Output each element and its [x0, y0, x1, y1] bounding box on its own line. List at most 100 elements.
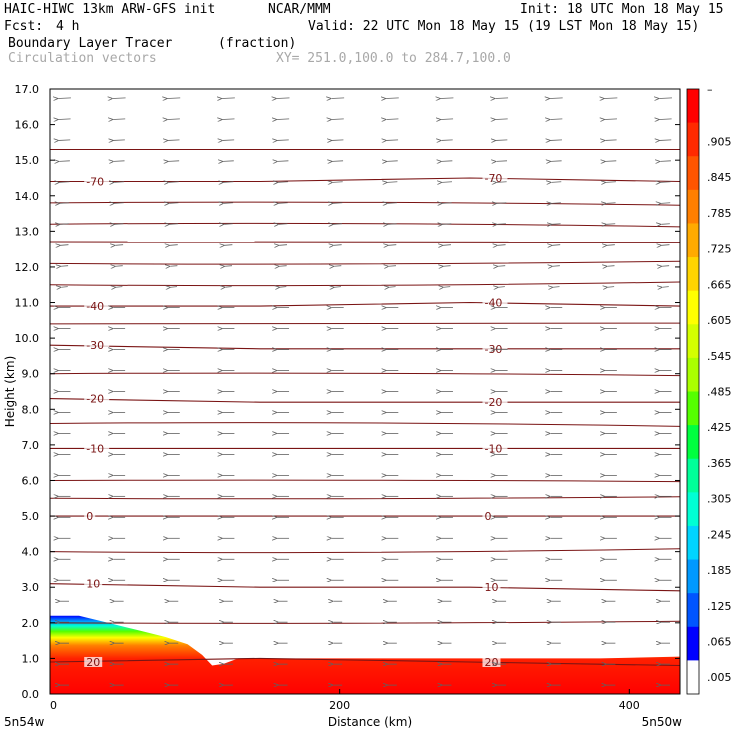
- colorbar-segment: [687, 559, 699, 594]
- colorbar-segment: [687, 156, 699, 191]
- vector-arrow: [59, 161, 70, 162]
- contour-label: 20: [86, 656, 100, 669]
- vector-arrow: [115, 245, 124, 246]
- xy-label: XY= 251.0,100.0 to 284.7,100.0: [276, 51, 511, 66]
- contour-label-bg: [84, 511, 96, 522]
- colorbar-label: .005: [707, 671, 732, 684]
- colorbar-label: .905: [707, 136, 732, 149]
- contour-line: [49, 241, 681, 243]
- contour-line: [49, 620, 681, 624]
- vector-arrow: [660, 182, 671, 183]
- y-tick-label: 15.0: [15, 154, 40, 167]
- colorbar-label: .545: [707, 350, 732, 363]
- vector-arrow: [388, 224, 397, 225]
- vector-arrow: [498, 266, 506, 267]
- vector-arrow: [496, 140, 508, 141]
- vector-arrow: [442, 203, 452, 204]
- colorbar-label: –: [707, 83, 713, 96]
- contour-label: -70: [86, 176, 104, 189]
- colorbar-segment: [687, 357, 699, 392]
- tracer-region: [50, 615, 680, 694]
- vector-label: Circulation vectors: [8, 51, 157, 66]
- x-tick-label: 200: [329, 699, 350, 712]
- colorbar-label: .245: [707, 528, 732, 541]
- vector-arrow: [551, 161, 562, 162]
- vector-arrow: [389, 266, 396, 267]
- colorbar-segment: [687, 660, 699, 695]
- vector-arrow: [334, 266, 342, 267]
- contour-label: -30: [86, 339, 104, 352]
- vector-arrow: [606, 203, 616, 204]
- header-fcst-value: 4 h: [56, 19, 80, 34]
- vector-arrow: [442, 182, 453, 183]
- y-tick-label: 8.0: [22, 403, 40, 416]
- contour-label-bg: [84, 443, 110, 454]
- header-fcst-label: Fcst:: [4, 19, 44, 34]
- contour-line: [49, 496, 681, 500]
- vector-arrow: [169, 224, 179, 225]
- vector-arrow: [113, 98, 126, 99]
- y-tick-label: 13.0: [15, 225, 40, 238]
- vector-arrow: [170, 287, 178, 288]
- vector-arrow: [498, 245, 506, 246]
- vector-arrow: [553, 266, 560, 267]
- contour-line: [49, 372, 681, 377]
- vector-arrow: [168, 161, 180, 162]
- contour-label-bg: [84, 656, 103, 667]
- field-units: (fraction): [218, 36, 297, 51]
- vector-arrow: [552, 245, 561, 246]
- vector-arrow: [388, 245, 397, 246]
- vector-arrow: [333, 203, 343, 204]
- vector-arrow: [332, 140, 344, 141]
- vector-arrow: [222, 119, 235, 120]
- contour-label-bg: [84, 340, 110, 351]
- vector-arrow: [441, 140, 453, 141]
- vector-arrow: [605, 161, 617, 162]
- contour-line: [49, 260, 681, 265]
- y-tick-label: 12.0: [15, 261, 40, 274]
- vector-arrow: [662, 266, 670, 267]
- colorbar-label: .785: [707, 207, 732, 220]
- contour-line: [49, 222, 681, 228]
- vector-arrow: [223, 182, 234, 183]
- vector-arrow: [659, 98, 672, 99]
- y-tick-label: 17.0: [15, 83, 40, 96]
- contour-label-bg: [482, 397, 508, 408]
- vector-arrow: [387, 182, 398, 183]
- vector-arrow: [497, 203, 507, 204]
- vector-arrow: [225, 287, 232, 288]
- vector-arrow: [496, 119, 508, 120]
- vector-arrow: [443, 245, 451, 246]
- vector-arrow: [114, 161, 125, 162]
- vector-arrow: [61, 287, 68, 288]
- contour-label: 10: [86, 578, 100, 591]
- colorbar-segment: [687, 223, 699, 258]
- contour-label: 10: [484, 581, 498, 594]
- y-axis-label: Height (km): [3, 356, 17, 427]
- contour--40: [50, 301, 681, 307]
- contour-label: 20: [484, 656, 498, 669]
- contour-label: -20: [86, 393, 104, 406]
- y-tick-label: 11.0: [15, 297, 40, 310]
- contour-line: [49, 281, 681, 287]
- contour-label-bg: [482, 443, 508, 454]
- contour-label-bg: [84, 301, 110, 312]
- header-valid: Valid: 22 UTC Mon 18 May 15 (19 LST Mon …: [308, 19, 700, 34]
- colorbar: – .905 .845 .785 .725 .665 .605 .545 .485 .425 .36…: [686, 83, 732, 695]
- vector-arrow: [496, 161, 508, 162]
- vector-arrow: [333, 182, 343, 183]
- circulation-vectors: [58, 98, 672, 685]
- colorbar-segment: [687, 324, 699, 359]
- colorbar-segment: [687, 89, 699, 124]
- header-init: Init: 18 UTC Mon 18 May 15: [520, 2, 724, 17]
- colorbar-label: .845: [707, 171, 732, 184]
- vector-arrow: [551, 182, 562, 183]
- vector-arrow: [61, 266, 69, 267]
- vector-arrow: [167, 98, 181, 99]
- x-axis-label: Distance (km): [328, 715, 412, 729]
- y-tick-label: 9.0: [22, 368, 40, 381]
- y-tick-label: 2.0: [22, 617, 40, 630]
- colorbar-segment: [687, 593, 699, 628]
